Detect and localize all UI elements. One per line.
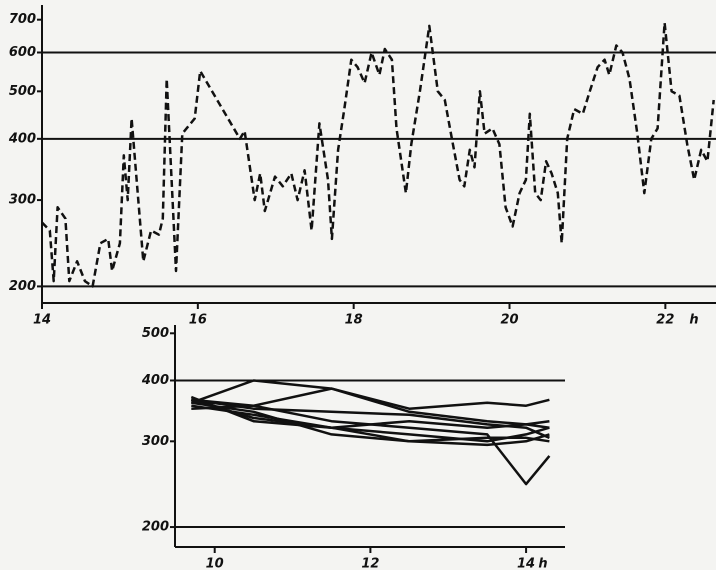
x-tick-label: 22 [656, 313, 674, 328]
data-line [191, 404, 551, 486]
x-axis-label: h [538, 557, 547, 570]
y-tick-label: 400 [141, 373, 169, 388]
y-tick-label: 500 [142, 326, 169, 341]
x-tick-label: 20 [500, 313, 518, 328]
data-line [41, 21, 715, 288]
y-tick-label: 200 [9, 279, 36, 294]
y-tick-label: 200 [142, 520, 169, 535]
y-tick-label: 500 [9, 84, 36, 99]
y-tick-label: 400 [8, 131, 36, 146]
x-tick-label: 12 [361, 557, 379, 570]
data-line [190, 395, 550, 443]
data-line [191, 398, 550, 439]
data-line [190, 398, 550, 447]
y-tick-label: 300 [142, 434, 169, 449]
x-tick-label: 10 [206, 557, 224, 570]
data-line [191, 404, 550, 429]
x-tick-label: 14 [33, 313, 51, 328]
y-tick-label: 300 [9, 193, 36, 208]
x-axis-label: h [689, 313, 698, 328]
y-tick-label: 700 [9, 12, 36, 27]
x-tick-label: 14 [517, 557, 535, 570]
x-tick-label: 18 [345, 313, 363, 328]
x-tick-label: 16 [189, 313, 207, 328]
y-tick-label: 600 [9, 45, 36, 60]
